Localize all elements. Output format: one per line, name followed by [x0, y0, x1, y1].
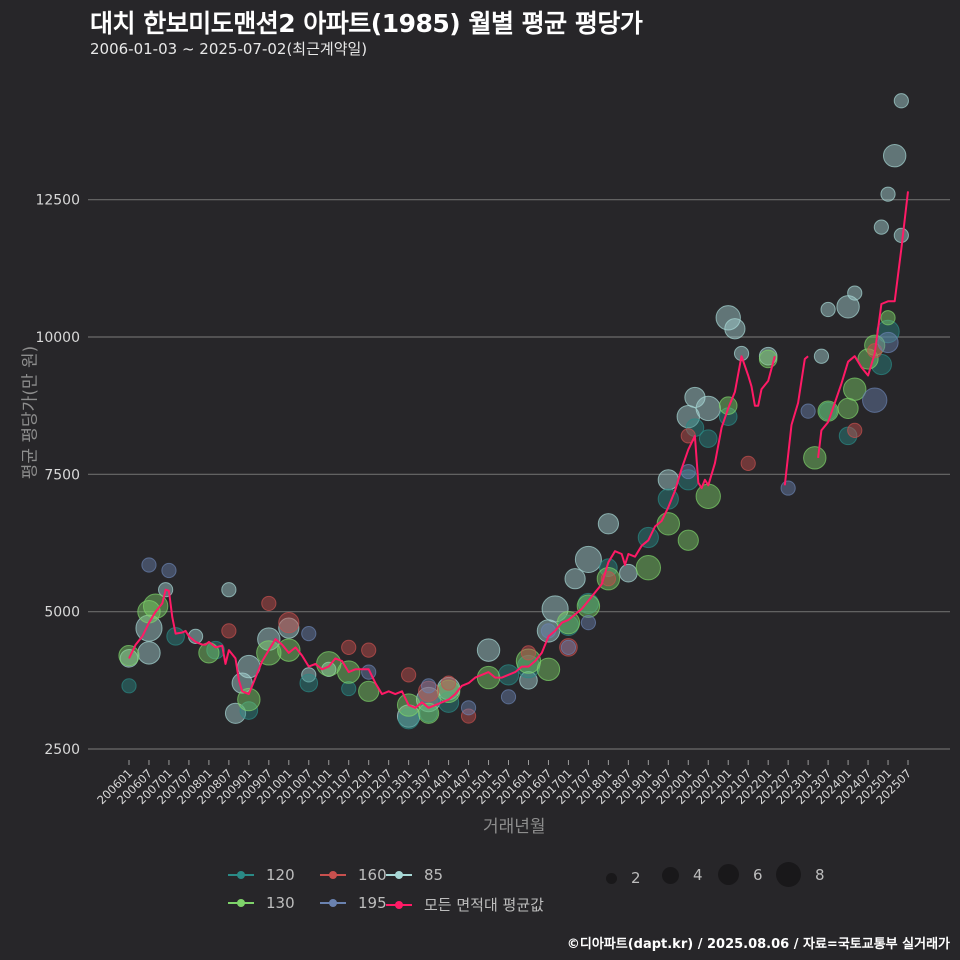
legend-swatch-130 [228, 899, 254, 907]
y-axis-ticks: 2500 5000 7500 10000 12500 [35, 193, 80, 758]
legend-item-average[interactable]: 모든 면적대 평균값 [386, 894, 544, 915]
legend-swatch-120 [228, 871, 254, 879]
legend-swatch-average [386, 900, 412, 909]
legend-label: 195 [358, 894, 387, 912]
legend-item-195[interactable]: 195 [320, 894, 387, 912]
svg-text:7500: 7500 [44, 467, 80, 483]
legend-swatch-85 [386, 871, 412, 879]
x-axis-title: 거래년월 [483, 817, 546, 837]
chart-title: 대치 한보미도맨션2 아파트(1985) 월별 평균 평당가 [90, 9, 643, 38]
size-legend-8: 8 [776, 862, 825, 887]
legend-label: 모든 면적대 평균값 [424, 896, 544, 914]
size-circle-icon [776, 862, 801, 887]
legend-label: 160 [358, 866, 387, 884]
svg-text:10000: 10000 [35, 330, 80, 346]
size-circle-icon [606, 872, 617, 884]
legend-item-160[interactable]: 160 [320, 866, 387, 884]
grid-lines [88, 199, 950, 750]
size-legend-2: 2 [606, 869, 641, 887]
legend-label: 85 [424, 866, 444, 884]
legend-item-130[interactable]: 130 [228, 894, 295, 912]
svg-text:2500: 2500 [44, 742, 80, 758]
average-line [128, 191, 909, 709]
chart-subtitle: 2006-01-03 ~ 2025-07-02(최근계약일) [90, 40, 368, 58]
legend-label: 120 [266, 866, 295, 884]
legend-swatch-160 [320, 871, 346, 879]
x-axis-ticks: 2006012006072007012007072008012008072009… [94, 760, 914, 807]
svg-text:12500: 12500 [35, 193, 80, 209]
size-legend-6: 6 [718, 864, 763, 885]
legend-label: 130 [266, 894, 295, 912]
size-label: 8 [815, 865, 825, 884]
y-axis-title: 평균 평당가(만 원) [20, 345, 41, 480]
legend-swatch-195 [320, 899, 346, 907]
scatter-points [118, 93, 909, 730]
size-label: 2 [631, 869, 641, 887]
size-label: 4 [693, 866, 703, 884]
size-circle-icon [718, 864, 739, 885]
size-label: 6 [753, 865, 763, 884]
source-credit: ©디아파트(dapt.kr) / 2025.08.06 / 자료=국토교통부 실… [566, 937, 950, 952]
svg-text:5000: 5000 [44, 605, 80, 621]
legend-item-85[interactable]: 85 [386, 866, 443, 884]
size-legend-4: 4 [662, 866, 703, 884]
legend-item-120[interactable]: 120 [228, 866, 295, 884]
size-circle-icon [662, 866, 679, 884]
